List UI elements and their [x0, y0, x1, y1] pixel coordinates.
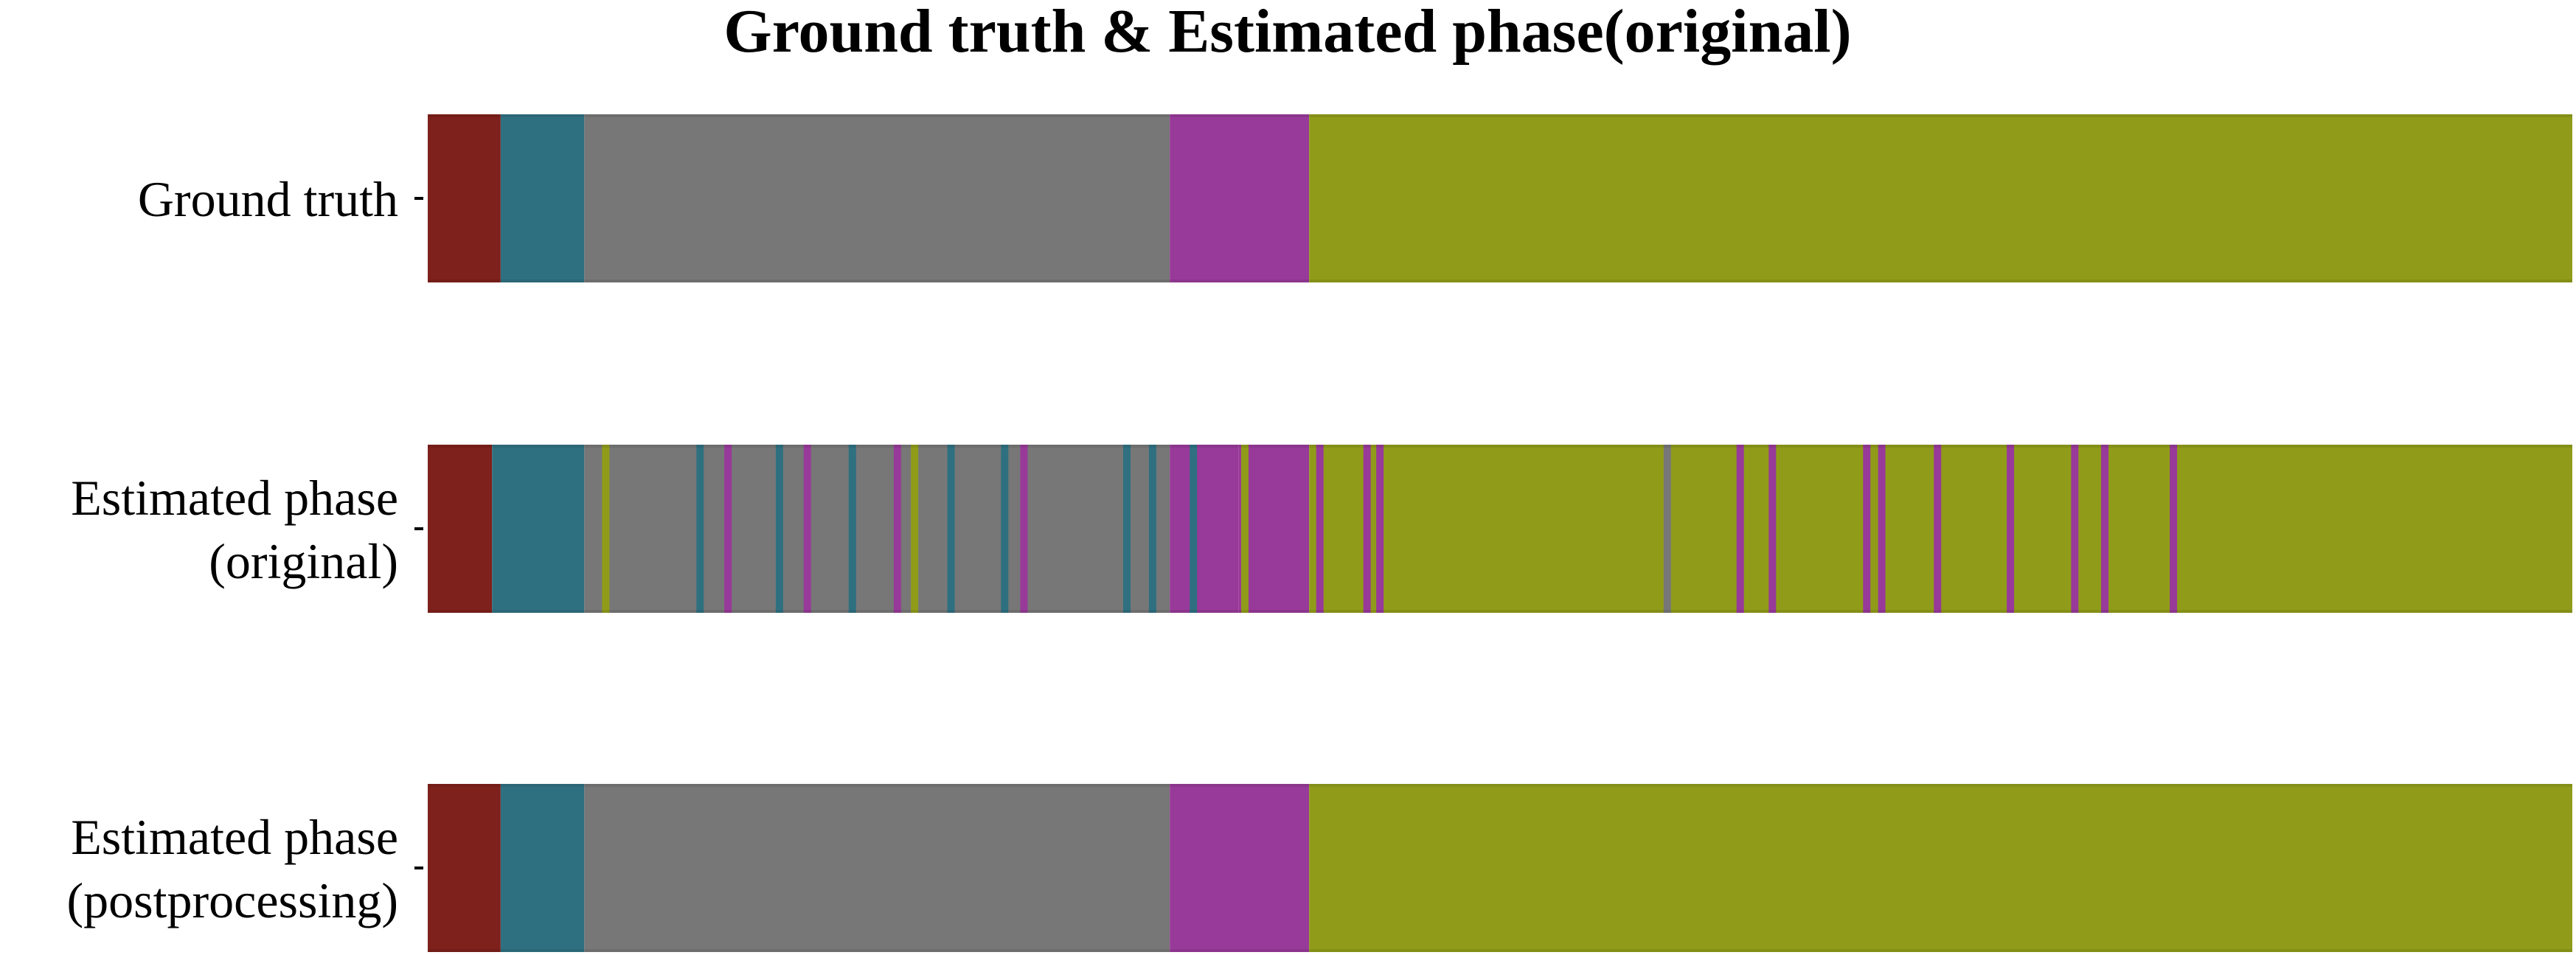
row-label: Estimated phase — [71, 470, 398, 526]
phase-stripe — [602, 445, 610, 613]
phase-stripe — [893, 445, 901, 613]
phase-stripe — [1736, 445, 1744, 613]
phase-stripe — [775, 445, 783, 613]
row-label: Ground truth — [138, 171, 398, 227]
row-label: (original) — [209, 533, 398, 589]
phase-stripe — [1863, 445, 1871, 613]
phase-stripe — [1376, 445, 1384, 613]
phase-segment — [1170, 784, 1310, 952]
phase-segment — [1309, 784, 2572, 952]
phase-stripe — [696, 445, 704, 613]
phase-row: Estimated phase (original) — [71, 445, 2572, 613]
phase-stripe — [2101, 445, 2109, 613]
phase-stripe — [1001, 445, 1009, 613]
phase-stripe — [947, 445, 955, 613]
phase-segment — [1238, 445, 1310, 613]
phase-segment — [1309, 114, 2572, 282]
phase-stripe — [1123, 445, 1131, 613]
phase-stripe — [1363, 445, 1371, 613]
phase-segment — [584, 445, 1170, 613]
phase-row: Estimated phase (postprocessing) — [67, 784, 2572, 952]
phase-stripe — [1148, 445, 1156, 613]
phase-stripe — [1240, 445, 1249, 613]
bar-top-edge — [428, 445, 2572, 448]
phase-stripe — [803, 445, 811, 613]
phase-stripe — [911, 445, 919, 613]
bar-bottom-edge — [428, 279, 2572, 282]
phase-segment — [500, 114, 585, 282]
phase-segment — [584, 114, 1170, 282]
phase-stripe — [1934, 445, 1942, 613]
phase-segment — [492, 445, 585, 613]
bar-top-edge — [428, 784, 2572, 787]
phase-stripe — [848, 445, 856, 613]
phase-row: Ground truth — [138, 114, 2572, 282]
phase-segment — [1170, 445, 1239, 613]
phase-stripe — [2007, 445, 2015, 613]
phase-segment — [1170, 114, 1310, 282]
phase-segment — [428, 784, 501, 952]
phase-stripe — [724, 445, 732, 613]
phase-stripe — [1663, 445, 1671, 613]
phase-stripe — [1190, 445, 1198, 613]
phase-stripe — [2170, 445, 2178, 613]
row-label: Estimated phase — [71, 809, 398, 865]
phase-stripe — [1316, 445, 1324, 613]
chart-title: Ground truth & Estimated phase(original) — [723, 0, 1851, 66]
bar-bottom-edge — [428, 610, 2572, 613]
row-label: (postprocessing) — [67, 872, 398, 928]
phase-stripe — [1768, 445, 1777, 613]
phase-stripe — [1020, 445, 1028, 613]
phase-stripe — [1878, 445, 1886, 613]
bar-bottom-edge — [428, 949, 2572, 952]
phase-segment — [428, 445, 493, 613]
phase-segment — [584, 784, 1170, 952]
phase-stripe — [2071, 445, 2079, 613]
phase-segment — [428, 114, 501, 282]
phase-segment — [500, 784, 585, 952]
bar-top-edge — [428, 114, 2572, 117]
